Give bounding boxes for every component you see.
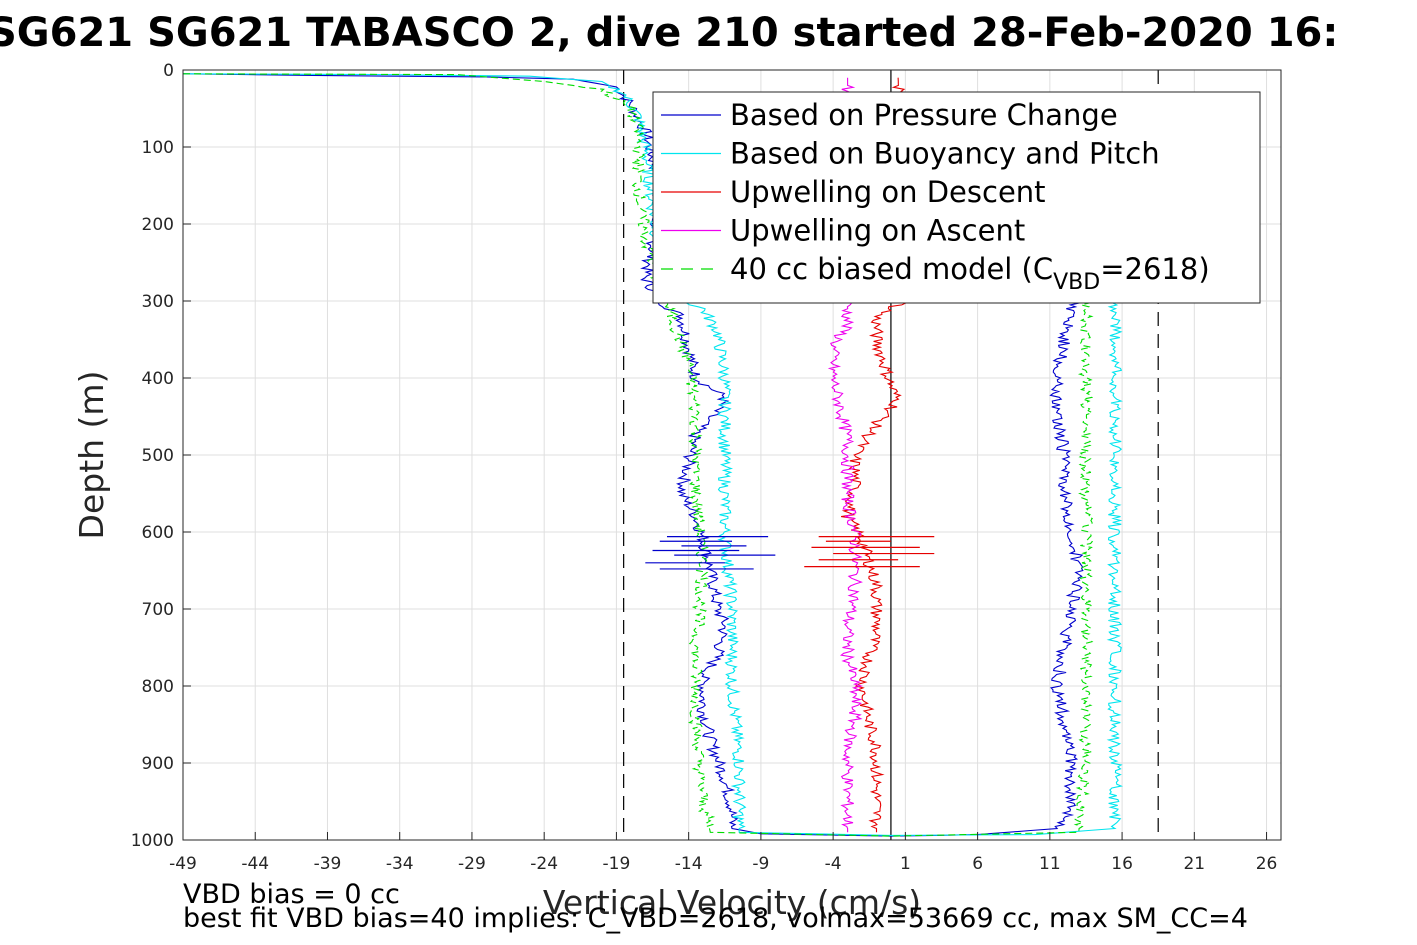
series-line-1	[182, 73, 1085, 837]
x-axis-ticks: -49 -44 -39 -34 -29 -24 -19 -14 -9 -4 1 6 11 16 21 26	[169, 832, 1277, 874]
x-tick-label: -19	[603, 854, 631, 874]
x-tick-label: 26	[1256, 854, 1278, 874]
x-tick-label: -4	[825, 854, 842, 874]
y-tick-label: 1000	[131, 831, 174, 851]
x-tick-label: -34	[386, 854, 414, 874]
y-tick-label: 100	[142, 138, 174, 158]
y-tick-label: 700	[142, 600, 174, 620]
legend-box	[652, 91, 1261, 304]
x-tick-label: -29	[458, 854, 486, 874]
vbd-bias-note: VBD bias = 0 cc	[183, 879, 400, 910]
legend-entry-label: Upwelling on Ascent	[730, 214, 1025, 248]
y-tick-label: 500	[142, 446, 174, 466]
y-tick-label: 0	[163, 61, 174, 81]
x-tick-label: 16	[1111, 854, 1133, 874]
legend-entry-label: Based on Pressure Change	[730, 98, 1118, 132]
x-tick-label: 21	[1183, 854, 1205, 874]
y-axis-ticks: 0 100 200 300 400 500 600 700 800 900 1000	[131, 61, 191, 851]
y-axis-label: Depth (m)	[72, 371, 111, 540]
legend-entry-label: 40 cc biased model (CVBD=2618)	[730, 252, 1210, 295]
legend: Based on Pressure Change Based on Buoyanc…	[652, 91, 1261, 304]
y-tick-label: 600	[142, 523, 174, 543]
y-tick-label: 300	[142, 292, 174, 312]
best-fit-note: best fit VBD bias=40 implies: C_VBD=2618…	[183, 903, 1248, 934]
x-tick-label: -49	[169, 854, 197, 874]
legend-entry-label: Based on Buoyancy and Pitch	[730, 137, 1160, 171]
x-tick-label: 6	[972, 854, 983, 874]
x-tick-label: -9	[752, 854, 769, 874]
chart-title: SG621 SG621 TABASCO 2, dive 210 started …	[0, 10, 1338, 56]
y-tick-label: 200	[142, 215, 174, 235]
x-tick-label: 11	[1039, 854, 1061, 874]
y-tick-label: 900	[142, 754, 174, 774]
legend-entry-label: Upwelling on Descent	[730, 175, 1046, 209]
x-tick-label: -39	[314, 854, 342, 874]
y-tick-label: 400	[142, 369, 174, 389]
x-tick-label: -24	[530, 854, 558, 874]
y-tick-label: 800	[142, 677, 174, 697]
x-tick-label: -14	[675, 854, 703, 874]
x-axis-label: Vertical Velocity (cm/s)	[543, 883, 921, 922]
x-tick-label: -44	[241, 854, 269, 874]
series-line-5	[182, 73, 1094, 837]
x-tick-label: 1	[900, 854, 911, 874]
